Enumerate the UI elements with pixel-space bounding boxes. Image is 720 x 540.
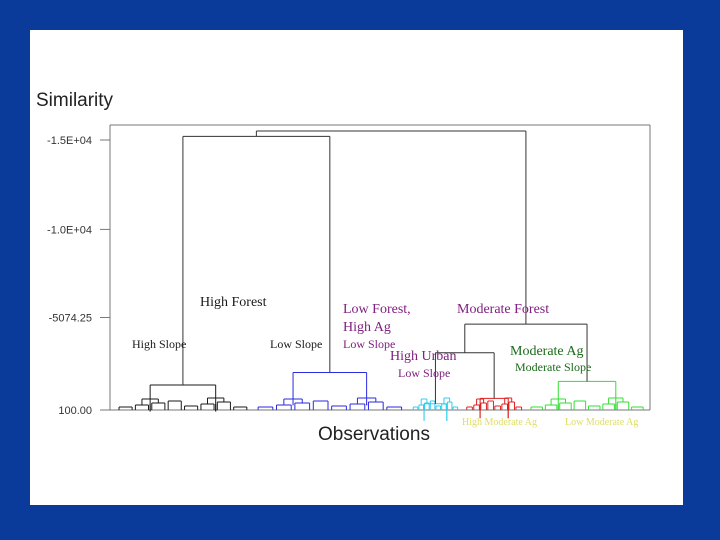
cluster-annotations: High Forest High Slope Low Slope Low For… xyxy=(132,295,638,428)
x-axis-title: Observations xyxy=(318,424,430,445)
annotation-low-slope-blue: Low Slope xyxy=(270,337,322,351)
y-ticks: -1.5E+04 -1.0E+04 -5074.25 100.00 xyxy=(47,135,110,417)
annotation-high-ag: High Ag xyxy=(343,320,391,335)
dendrogram-chart: Similarity Observations -1.5E+04 -1.0E+04… xyxy=(36,90,651,445)
annotation-low-slope-red: Low Slope xyxy=(398,366,450,380)
annotation-low-slope-cyan: Low Slope xyxy=(343,337,395,351)
annotation-moderate-forest: Moderate Forest xyxy=(457,302,549,317)
annotation-moderate-slope: Moderate Slope xyxy=(515,360,591,374)
annotation-moderate-ag: Moderate Ag xyxy=(510,344,583,359)
annotation-low-forest: Low Forest, xyxy=(343,302,411,317)
y-tick-label: -5074.25 xyxy=(49,312,92,324)
annotation-high-moderate-ag: High Moderate Ag xyxy=(462,417,537,428)
annotation-high-slope: High Slope xyxy=(132,337,186,351)
dendrogram-links xyxy=(118,130,644,421)
y-tick-label: -1.0E+04 xyxy=(47,224,92,236)
annotation-high-forest: High Forest xyxy=(200,295,267,310)
y-tick-label: -1.5E+04 xyxy=(47,135,92,147)
slide-panel: Similarity Observations -1.5E+04 -1.0E+04… xyxy=(30,30,683,505)
y-axis-title: Similarity xyxy=(36,90,114,111)
annotation-low-moderate-ag: Low Moderate Ag xyxy=(565,417,638,428)
annotation-high-urban: High Urban xyxy=(390,349,457,364)
y-tick-label: 100.00 xyxy=(58,405,92,417)
